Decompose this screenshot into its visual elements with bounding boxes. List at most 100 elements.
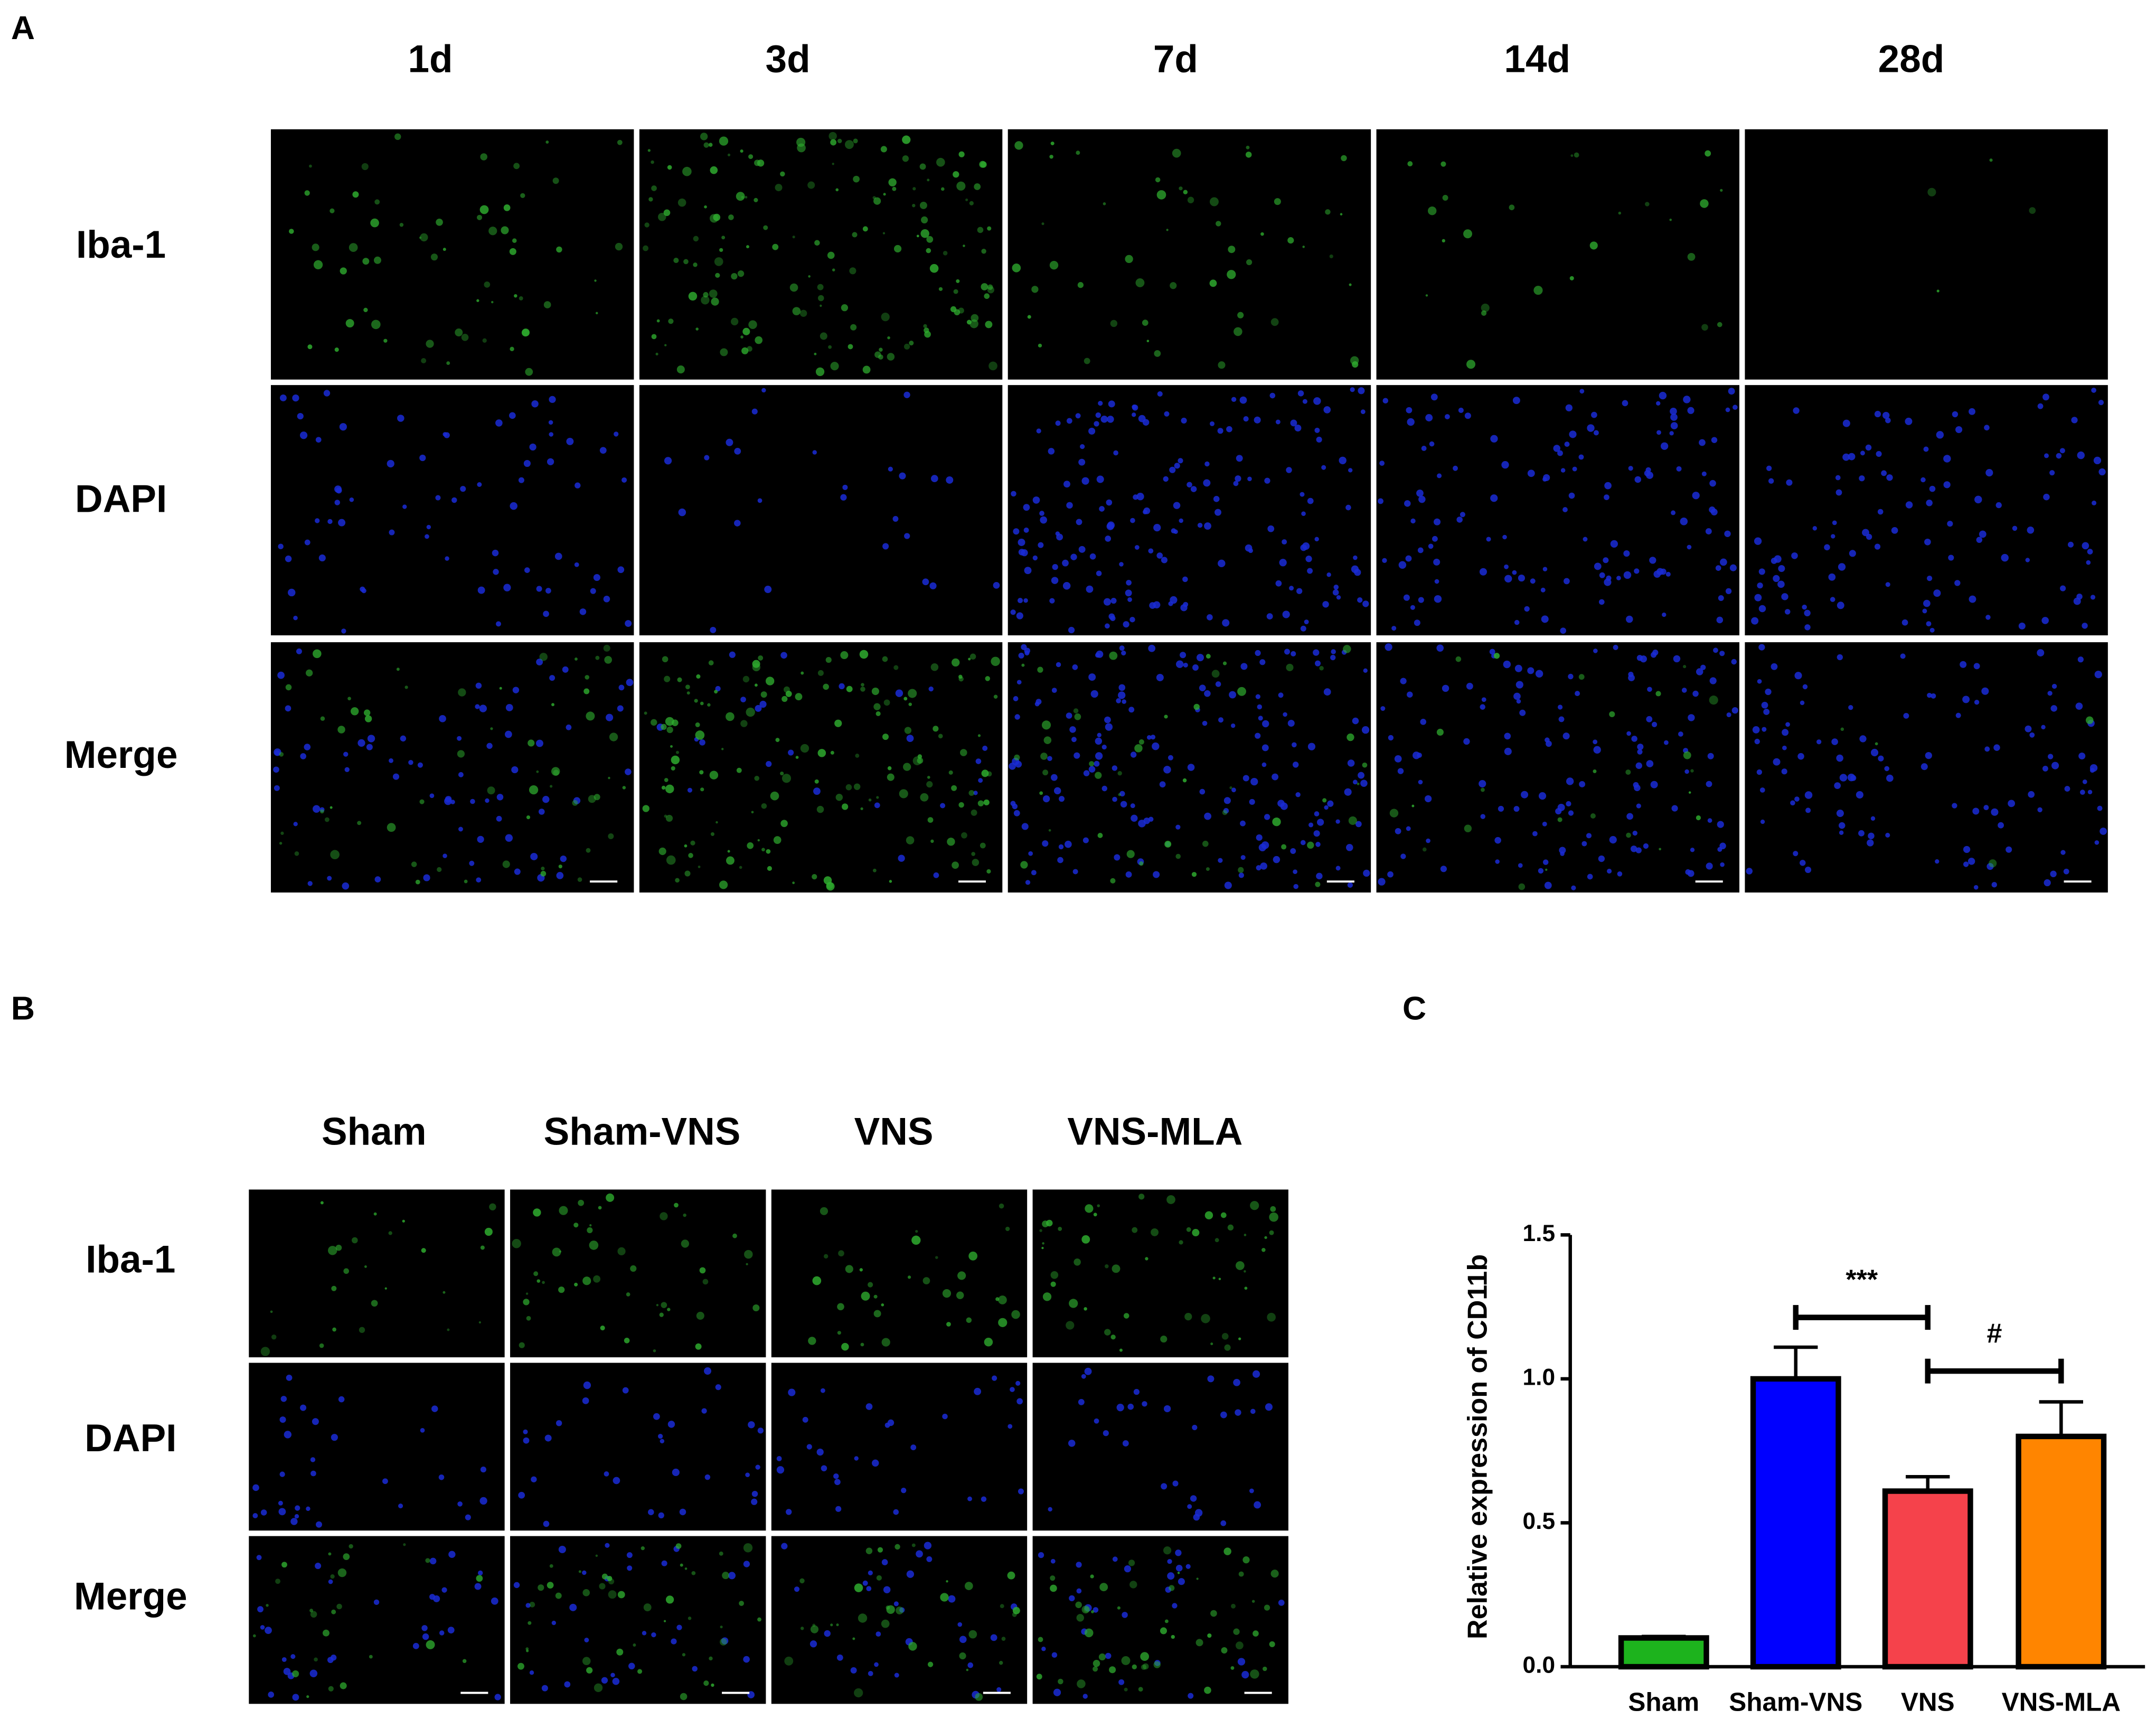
nucleus	[1138, 820, 1146, 828]
microglia	[854, 1688, 863, 1698]
nucleus	[1425, 414, 1433, 421]
microglia	[1095, 772, 1102, 779]
nucleus	[1849, 550, 1856, 557]
microglia	[320, 809, 324, 814]
microglia	[1084, 1606, 1090, 1613]
nucleus	[1097, 732, 1101, 738]
nucleus	[806, 1444, 812, 1450]
nucleus	[1433, 518, 1441, 525]
nucleus	[514, 868, 521, 875]
microglia	[1076, 1614, 1084, 1622]
nucleus	[1297, 390, 1304, 397]
nucleus	[1984, 746, 1990, 752]
nucleus	[1701, 471, 1707, 476]
nucleus	[1678, 731, 1683, 737]
nucleus	[1072, 869, 1078, 875]
microglia	[260, 1347, 270, 1356]
microglia	[1481, 310, 1487, 316]
nucleus	[820, 1388, 825, 1393]
microglia	[304, 190, 310, 196]
nucleus	[751, 1498, 758, 1505]
nucleus	[545, 588, 551, 594]
nucleus	[1345, 504, 1351, 511]
nucleus	[357, 739, 365, 747]
nucleus	[1032, 555, 1038, 561]
nucleus	[2051, 683, 2057, 689]
microglia	[331, 1285, 337, 1291]
nucleus	[1013, 810, 1020, 816]
nucleus	[1149, 602, 1156, 609]
nucleus	[1289, 586, 1294, 591]
microglia	[785, 691, 792, 697]
nucleus	[1760, 819, 1765, 824]
microglia	[1141, 1664, 1147, 1670]
microglia	[279, 752, 284, 757]
nucleus	[1316, 872, 1323, 880]
nucleus	[1400, 853, 1406, 859]
microglia	[854, 1583, 863, 1592]
microglia	[702, 1279, 709, 1285]
microglia	[969, 201, 974, 205]
nucleus	[613, 1477, 620, 1485]
nucleus	[2077, 451, 2085, 459]
nucleus	[1593, 649, 1598, 653]
microglia	[1626, 832, 1631, 838]
microglia	[740, 335, 743, 339]
nucleus	[676, 1624, 682, 1630]
microglia	[1347, 733, 1354, 741]
nucleus	[1008, 1424, 1013, 1429]
nucleus	[549, 396, 556, 403]
nucleus	[626, 1552, 633, 1558]
nucleus	[930, 475, 938, 483]
nucleus	[1378, 498, 1383, 504]
microglia	[455, 328, 463, 337]
microglia	[487, 786, 495, 795]
nucleus	[1237, 1658, 1246, 1666]
microglia	[1163, 1546, 1172, 1555]
nucleus	[1249, 1488, 1254, 1493]
nucleus	[429, 1594, 436, 1600]
microglia	[915, 1229, 918, 1233]
microglia	[860, 807, 863, 811]
microglia	[820, 332, 827, 340]
nucleus	[1566, 801, 1571, 807]
microglia	[1166, 229, 1169, 231]
microglia	[921, 216, 928, 224]
nucleus	[1040, 516, 1048, 524]
microglia	[608, 833, 614, 840]
microglia	[1156, 190, 1166, 200]
nucleus	[1350, 387, 1355, 392]
nucleus	[1504, 747, 1512, 755]
microglia	[617, 1247, 626, 1255]
micrograph	[249, 1189, 505, 1358]
nucleus	[622, 1387, 629, 1394]
nucleus	[1587, 424, 1595, 432]
microglia	[1690, 769, 1694, 773]
nucleus	[1812, 526, 1818, 531]
nucleus	[603, 595, 610, 603]
microglia	[2029, 207, 2036, 214]
nucleus	[1209, 421, 1215, 426]
nucleus	[687, 787, 693, 793]
microglia	[588, 795, 596, 803]
microglia	[664, 675, 671, 682]
microglia	[578, 1199, 585, 1206]
microglia	[1244, 1234, 1247, 1236]
nucleus	[1859, 735, 1867, 743]
nucleus	[1302, 399, 1307, 404]
nucleus	[1867, 839, 1874, 847]
nucleus	[1032, 496, 1040, 504]
microglia	[309, 1609, 314, 1613]
microglia	[1287, 237, 1294, 244]
nucleus	[788, 1388, 796, 1396]
nucleus	[1130, 518, 1135, 523]
microglia	[1050, 1584, 1057, 1592]
microglia	[701, 296, 710, 305]
microglia	[948, 770, 953, 775]
microglia	[1578, 674, 1585, 680]
microglia	[330, 850, 340, 860]
nucleus	[1973, 885, 1979, 890]
nucleus	[610, 1673, 615, 1678]
microglia	[1927, 187, 1936, 196]
nucleus	[448, 1551, 456, 1558]
